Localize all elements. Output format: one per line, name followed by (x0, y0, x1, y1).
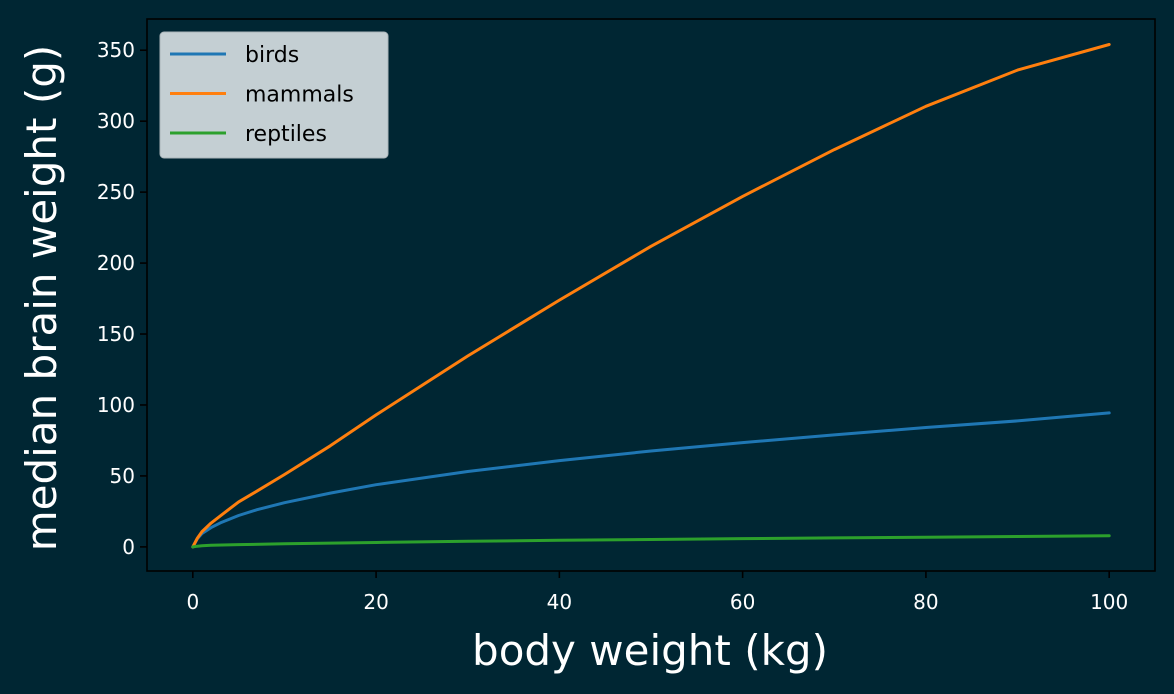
plot-frame (146, 18, 1156, 572)
x-tick-label: 40 (547, 590, 572, 614)
y-tick-label: 350 (97, 38, 135, 62)
y-tick-label: 0 (122, 535, 135, 559)
series-line-mammals (191, 43, 1111, 549)
y-tick-label: 100 (97, 393, 135, 417)
series-line-birds (191, 411, 1111, 549)
plot-area (146, 18, 1156, 572)
y-axis-title: median brain weight (g) (17, 45, 66, 551)
y-axis: 0 50 100 150 200 250 300 350 (97, 38, 147, 559)
legend-label-mammals: mammals (245, 83, 354, 108)
x-tick-label: 80 (913, 590, 938, 614)
legend: birds mammals reptiles (159, 31, 389, 159)
x-tick-label: 0 (186, 590, 199, 614)
y-tick-label: 200 (97, 251, 135, 275)
x-axis-title: body weight (kg) (472, 626, 828, 675)
y-tick-label: 150 (97, 322, 135, 346)
x-tick-label: 60 (730, 590, 755, 614)
y-tick-label: 300 (97, 109, 135, 133)
x-tick-label: 100 (1090, 590, 1128, 614)
legend-label-reptiles: reptiles (245, 122, 327, 147)
y-tick-label: 50 (110, 464, 135, 488)
legend-label-birds: birds (245, 43, 299, 68)
y-tick-label: 250 (97, 180, 135, 204)
legend-box (159, 31, 389, 159)
x-axis: 0 20 40 60 80 100 (186, 571, 1128, 614)
x-tick-label: 20 (363, 590, 388, 614)
series-line-reptiles (191, 534, 1111, 549)
series-layer (191, 43, 1111, 549)
